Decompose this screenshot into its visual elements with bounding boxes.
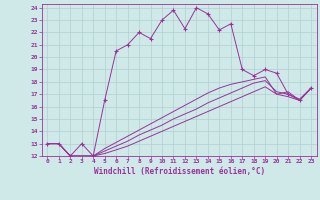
X-axis label: Windchill (Refroidissement éolien,°C): Windchill (Refroidissement éolien,°C) — [94, 167, 265, 176]
